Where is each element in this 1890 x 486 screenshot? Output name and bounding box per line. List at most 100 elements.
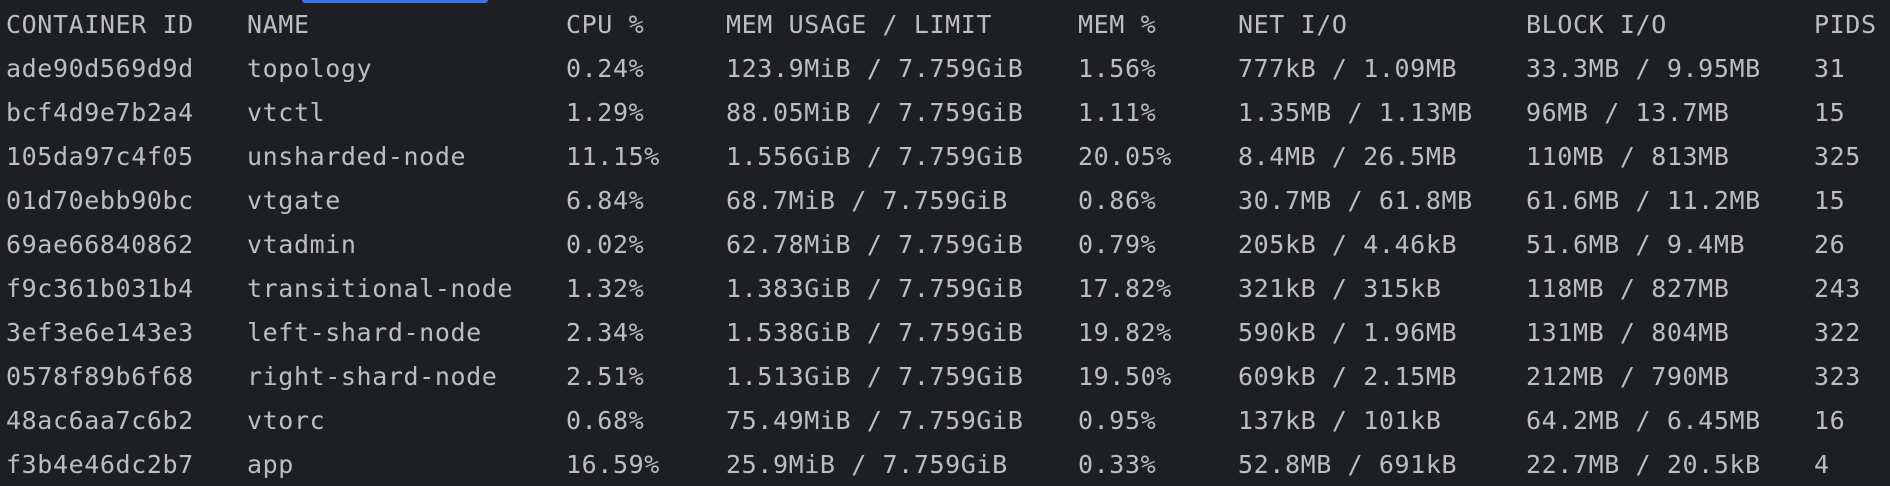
cell-pids: 323	[1814, 362, 1861, 391]
cell-mem-percent: 1.56%	[1078, 54, 1157, 83]
cell-net-io: 1.35MB / 1.13MB	[1238, 98, 1473, 127]
header-net-io: NET I/O	[1238, 10, 1348, 39]
cell-block-io: 96MB / 13.7MB	[1526, 98, 1730, 127]
cell-cpu: 0.68%	[566, 406, 645, 435]
table-row: ade90d569d9d topology 0.24% 123.9MiB / 7…	[0, 47, 1890, 91]
cell-mem-percent: 19.50%	[1078, 362, 1172, 391]
cell-mem-percent: 1.11%	[1078, 98, 1157, 127]
cell-name: app	[247, 450, 294, 479]
cell-container-id: 69ae66840862	[6, 230, 194, 259]
cell-cpu: 11.15%	[566, 142, 660, 171]
cell-name: vtorc	[247, 406, 326, 435]
cell-pids: 31	[1814, 54, 1846, 83]
table-row: 105da97c4f05 unsharded-node 11.15% 1.556…	[0, 135, 1890, 179]
cell-pids: 26	[1814, 230, 1846, 259]
header-name: NAME	[247, 10, 310, 39]
table-row: 3ef3e6e143e3 left-shard-node 2.34% 1.538…	[0, 311, 1890, 355]
cell-cpu: 6.84%	[566, 186, 645, 215]
cell-name: topology	[247, 54, 373, 83]
cell-pids: 322	[1814, 318, 1861, 347]
cell-block-io: 118MB / 827MB	[1526, 274, 1730, 303]
cell-cpu: 2.34%	[566, 318, 645, 347]
cell-container-id: 3ef3e6e143e3	[6, 318, 194, 347]
table-row: 0578f89b6f68 right-shard-node 2.51% 1.51…	[0, 355, 1890, 399]
cell-net-io: 8.4MB / 26.5MB	[1238, 142, 1458, 171]
cell-container-id: ade90d569d9d	[6, 54, 194, 83]
cell-block-io: 212MB / 790MB	[1526, 362, 1730, 391]
cell-mem-usage: 68.7MiB / 7.759GiB	[726, 186, 1008, 215]
cell-mem-percent: 19.82%	[1078, 318, 1172, 347]
table-row: f9c361b031b4 transitional-node 1.32% 1.3…	[0, 267, 1890, 311]
cell-name: unsharded-node	[247, 142, 467, 171]
cell-block-io: 22.7MB / 20.5kB	[1526, 450, 1761, 479]
cell-container-id: 105da97c4f05	[6, 142, 194, 171]
cell-name: left-shard-node	[247, 318, 482, 347]
cell-container-id: f9c361b031b4	[6, 274, 194, 303]
header-block-io: BLOCK I/O	[1526, 10, 1667, 39]
cell-cpu: 1.29%	[566, 98, 645, 127]
cell-block-io: 61.6MB / 11.2MB	[1526, 186, 1761, 215]
cell-net-io: 52.8MB / 691kB	[1238, 450, 1458, 479]
cell-pids: 16	[1814, 406, 1846, 435]
header-pids: PIDS	[1814, 10, 1877, 39]
cell-block-io: 64.2MB / 6.45MB	[1526, 406, 1761, 435]
cell-pids: 4	[1814, 450, 1830, 479]
cell-name: vtctl	[247, 98, 326, 127]
cell-cpu: 16.59%	[566, 450, 660, 479]
cell-name: vtgate	[247, 186, 341, 215]
cell-net-io: 609kB / 2.15MB	[1238, 362, 1458, 391]
cell-block-io: 110MB / 813MB	[1526, 142, 1730, 171]
cell-mem-usage: 1.556GiB / 7.759GiB	[726, 142, 1024, 171]
cell-pids: 15	[1814, 98, 1846, 127]
cell-mem-usage: 1.538GiB / 7.759GiB	[726, 318, 1024, 347]
cell-mem-usage: 75.49MiB / 7.759GiB	[726, 406, 1024, 435]
cell-container-id: 01d70ebb90bc	[6, 186, 194, 215]
cell-mem-percent: 0.95%	[1078, 406, 1157, 435]
cell-net-io: 205kB / 4.46kB	[1238, 230, 1458, 259]
cell-net-io: 137kB / 101kB	[1238, 406, 1442, 435]
cell-block-io: 33.3MB / 9.95MB	[1526, 54, 1761, 83]
cell-cpu: 0.24%	[566, 54, 645, 83]
cell-mem-percent: 0.86%	[1078, 186, 1157, 215]
table-row: 69ae66840862 vtadmin 0.02% 62.78MiB / 7.…	[0, 223, 1890, 267]
cell-container-id: f3b4e46dc2b7	[6, 450, 194, 479]
cell-name: right-shard-node	[247, 362, 498, 391]
cell-net-io: 590kB / 1.96MB	[1238, 318, 1458, 347]
cell-mem-usage: 25.9MiB / 7.759GiB	[726, 450, 1008, 479]
cell-mem-percent: 20.05%	[1078, 142, 1172, 171]
cell-mem-percent: 0.79%	[1078, 230, 1157, 259]
table-header: CONTAINER ID NAME CPU % MEM USAGE / LIMI…	[0, 3, 1890, 47]
cell-net-io: 321kB / 315kB	[1238, 274, 1442, 303]
cell-pids: 15	[1814, 186, 1846, 215]
cell-mem-usage: 1.513GiB / 7.759GiB	[726, 362, 1024, 391]
cell-container-id: 48ac6aa7c6b2	[6, 406, 194, 435]
cell-mem-percent: 17.82%	[1078, 274, 1172, 303]
cell-mem-percent: 0.33%	[1078, 450, 1157, 479]
cell-name: vtadmin	[247, 230, 357, 259]
table-row: 48ac6aa7c6b2 vtorc 0.68% 75.49MiB / 7.75…	[0, 399, 1890, 443]
header-cpu: CPU %	[566, 10, 645, 39]
cell-cpu: 0.02%	[566, 230, 645, 259]
selection-indicator	[302, 0, 488, 3]
cell-cpu: 2.51%	[566, 362, 645, 391]
cell-pids: 325	[1814, 142, 1861, 171]
cell-cpu: 1.32%	[566, 274, 645, 303]
table-row: f3b4e46dc2b7 app 16.59% 25.9MiB / 7.759G…	[0, 443, 1890, 486]
cell-container-id: 0578f89b6f68	[6, 362, 194, 391]
cell-mem-usage: 62.78MiB / 7.759GiB	[726, 230, 1024, 259]
cell-container-id: bcf4d9e7b2a4	[6, 98, 194, 127]
header-container-id: CONTAINER ID	[6, 10, 194, 39]
cell-block-io: 131MB / 804MB	[1526, 318, 1730, 347]
header-mem-usage: MEM USAGE / LIMIT	[726, 10, 993, 39]
cell-mem-usage: 123.9MiB / 7.759GiB	[726, 54, 1024, 83]
cell-pids: 243	[1814, 274, 1861, 303]
table-row: bcf4d9e7b2a4 vtctl 1.29% 88.05MiB / 7.75…	[0, 91, 1890, 135]
cell-name: transitional-node	[247, 274, 514, 303]
cell-block-io: 51.6MB / 9.4MB	[1526, 230, 1746, 259]
cell-mem-usage: 88.05MiB / 7.759GiB	[726, 98, 1024, 127]
table-row: 01d70ebb90bc vtgate 6.84% 68.7MiB / 7.75…	[0, 179, 1890, 223]
header-mem-percent: MEM %	[1078, 10, 1157, 39]
cell-mem-usage: 1.383GiB / 7.759GiB	[726, 274, 1024, 303]
cell-net-io: 777kB / 1.09MB	[1238, 54, 1458, 83]
